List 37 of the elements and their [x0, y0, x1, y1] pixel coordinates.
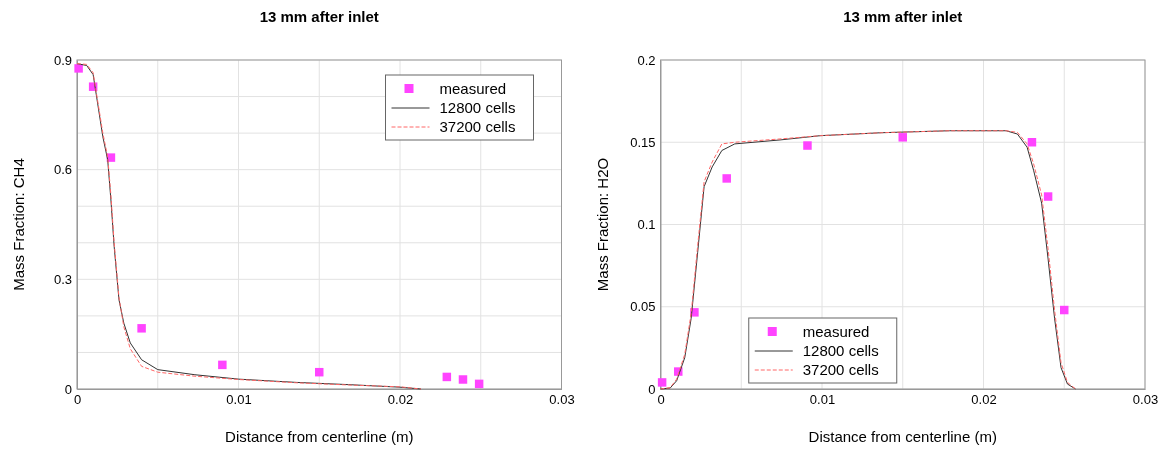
legend-label: 12800 cells	[802, 342, 879, 359]
y-tick-label: 0.1	[637, 217, 656, 233]
y-tick-label: 0	[64, 381, 72, 397]
legend-label: 37200 cells	[439, 118, 516, 135]
x-tick-label: 0.02	[387, 392, 414, 408]
y-tick-label: 0.9	[53, 52, 72, 68]
legend-label: 12800 cells	[439, 99, 516, 116]
x-axis-title: Distance from centerline (m)	[808, 428, 997, 445]
x-tick-label: 0.01	[809, 392, 836, 408]
point	[458, 375, 468, 384]
y-tick-label: 0.3	[53, 271, 72, 287]
x-tick-label: 0.02	[971, 392, 997, 408]
point	[218, 360, 227, 370]
x-tick-label: 0	[73, 392, 82, 408]
x-axis-title: Distance from centerline (m)	[225, 428, 414, 445]
chart-title: 13 mm after inlet	[259, 8, 379, 25]
y-tick-label: 0.2	[637, 52, 656, 68]
x-tick-label: 0.01	[226, 392, 252, 408]
point	[137, 324, 146, 333]
y-axis-title: Mass Fraction: CH4	[10, 158, 27, 291]
y-tick-label: 0.6	[53, 162, 72, 178]
legend-label: 37200 cells	[802, 361, 879, 378]
point	[74, 64, 83, 73]
y-axis-title: Mass Fraction: H2O	[593, 157, 611, 292]
point	[898, 133, 907, 142]
legend-label: measured	[439, 80, 507, 97]
chart-title: 13 mm after inlet	[843, 8, 963, 25]
point	[1043, 192, 1053, 201]
x-tick-label: 0.03	[549, 392, 575, 408]
y-tick-label: 0	[648, 381, 656, 397]
x-tick-label: 0.03	[1132, 392, 1159, 408]
y-tick-label: 0.05	[630, 299, 656, 315]
point	[722, 174, 731, 183]
y-tick-label: 0.15	[630, 134, 656, 150]
point	[803, 141, 812, 150]
point	[657, 378, 667, 387]
legend-label: measured	[802, 323, 870, 340]
